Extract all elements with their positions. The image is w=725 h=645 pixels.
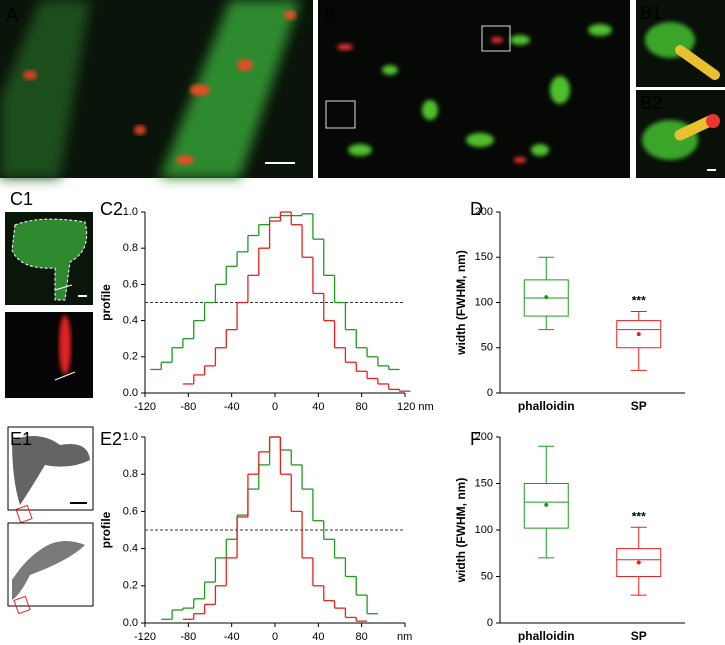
x-tick-label: 0 — [272, 401, 278, 413]
x-tick-label: 40 — [312, 631, 324, 643]
image-b1 — [636, 0, 725, 87]
y-axis-label: width (FWHM, nm) — [454, 250, 468, 356]
y-tick-label: 150 — [475, 251, 493, 263]
y-tick-label: 0 — [487, 387, 493, 399]
y-tick-label: 200 — [475, 206, 493, 218]
y-tick-label: 200 — [475, 431, 493, 443]
y-tick-label: 0.0 — [123, 617, 138, 629]
y-tick-label: 100 — [475, 296, 493, 308]
x-tick-label: -40 — [224, 631, 240, 643]
panel-label: A — [6, 5, 18, 25]
mean — [544, 502, 549, 507]
image-c1 — [5, 212, 93, 398]
x-tick-label: -120 — [134, 401, 156, 413]
image-a — [0, 0, 313, 178]
significance: *** — [632, 509, 646, 523]
y-tick-label: 1.0 — [123, 206, 138, 218]
significance: *** — [632, 294, 646, 308]
x-tick-label: 0 — [272, 631, 278, 643]
panel-label: C2 — [100, 199, 123, 219]
panel-label: F — [470, 429, 481, 449]
y-tick-label: 0.6 — [123, 278, 138, 290]
image-b2 — [636, 90, 725, 178]
y-tick-label: 0 — [487, 617, 493, 629]
y-tick-label: 0.6 — [123, 505, 138, 517]
x-tick-label: -80 — [180, 631, 196, 643]
x-tick-label: SP — [631, 629, 647, 643]
panel-label: C1 — [10, 189, 33, 209]
panel-label: E2 — [100, 429, 122, 449]
mean — [636, 332, 641, 337]
mean — [544, 295, 549, 300]
panel-label: B1 — [640, 3, 662, 23]
y-tick-label: 50 — [481, 570, 493, 582]
panel-label: B2 — [640, 93, 662, 113]
x-tick-label: 80 — [356, 401, 368, 413]
panel-label: B — [324, 5, 336, 25]
y-tick-label: 0.0 — [123, 387, 138, 399]
y-tick-label: 150 — [475, 477, 493, 489]
y-tick-label: 0.4 — [123, 315, 138, 327]
image-e1 — [7, 426, 94, 615]
mean — [636, 560, 641, 565]
panel-label: E1 — [10, 429, 32, 449]
x-tick-label: phalloidin — [518, 629, 575, 643]
x-tick-label: nm — [397, 631, 412, 643]
y-axis-label: profile — [99, 284, 113, 321]
y-tick-label: 0.4 — [123, 543, 138, 555]
box — [523, 483, 569, 529]
y-tick-label: 50 — [481, 342, 493, 354]
y-tick-label: 0.8 — [123, 468, 138, 480]
y-tick-label: 0.8 — [123, 242, 138, 254]
y-tick-label: 0.2 — [123, 580, 138, 592]
box — [616, 320, 662, 349]
x-tick-label: SP — [631, 399, 647, 413]
y-tick-label: 0.2 — [123, 351, 138, 363]
x-tick-label: 40 — [312, 401, 324, 413]
panel-label: D — [470, 199, 483, 219]
y-axis-label: width (FWHM, nm) — [454, 478, 468, 584]
image-b — [318, 0, 630, 178]
y-tick-label: 100 — [475, 524, 493, 536]
box — [616, 548, 662, 577]
x-tick-label: phalloidin — [518, 399, 575, 413]
x-tick-label: -120 — [134, 631, 156, 643]
x-tick-label: -80 — [180, 401, 196, 413]
y-axis-label: profile — [99, 511, 113, 548]
x-tick-label: -40 — [224, 401, 240, 413]
y-tick-label: 1.0 — [123, 431, 138, 443]
x-tick-label: 120 nm — [397, 401, 434, 413]
x-tick-label: 80 — [356, 631, 368, 643]
